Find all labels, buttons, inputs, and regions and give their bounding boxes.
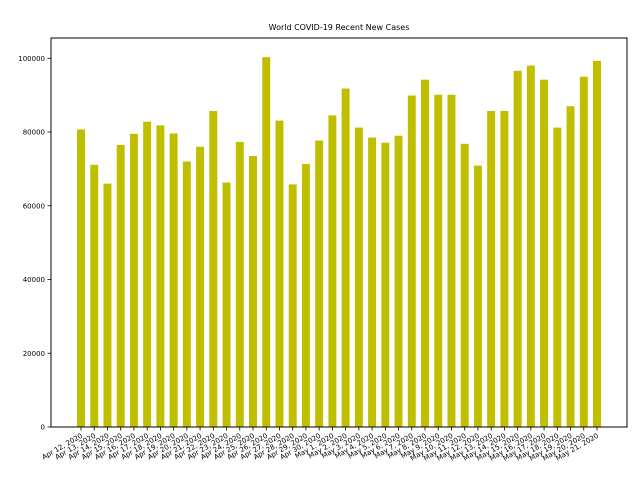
- bar-9: [182, 161, 191, 427]
- y-tick-label-2: 20000: [23, 350, 45, 358]
- bar-17: [288, 184, 297, 427]
- bar-26: [407, 95, 416, 428]
- bar-2: [90, 164, 99, 427]
- bar-34: [513, 70, 522, 427]
- bar-16: [275, 120, 284, 427]
- bar-8: [169, 133, 178, 427]
- bar-37: [553, 127, 562, 427]
- bar-13: [235, 141, 244, 428]
- bar-6: [143, 121, 152, 427]
- y-tick-label-6: 100000: [18, 55, 45, 63]
- y-axis: 0 20000 40000 60000 80000 100000: [18, 55, 51, 432]
- bar-36: [540, 79, 549, 428]
- chart-title: World COVID-19 Recent New Cases: [269, 23, 410, 32]
- bar-10: [196, 146, 205, 427]
- bar-38: [566, 106, 575, 428]
- y-tick-label-3: 40000: [23, 276, 45, 284]
- y-tick-label-4: 60000: [23, 202, 45, 210]
- bar-22: [354, 127, 363, 427]
- bar-11: [209, 111, 218, 427]
- bar-1: [77, 129, 85, 427]
- bar-3: [103, 183, 112, 427]
- bar-30: [460, 143, 469, 427]
- bar-40: [593, 60, 601, 428]
- bar-31: [473, 165, 482, 427]
- bar-24: [381, 142, 390, 427]
- y-tick-label-5: 80000: [23, 129, 45, 137]
- bar-4: [116, 144, 125, 427]
- bar-35: [526, 65, 535, 428]
- bar-20: [328, 115, 337, 428]
- bars-group: [77, 57, 601, 428]
- bar-19: [315, 140, 324, 427]
- bar-28: [434, 94, 443, 427]
- bar-12: [222, 182, 231, 427]
- bar-25: [394, 135, 403, 427]
- plot-frame: [50, 37, 628, 428]
- bar-5: [129, 133, 138, 427]
- bar-18: [301, 164, 310, 427]
- bar-27: [421, 79, 429, 428]
- y-tick-label-1: 0: [41, 424, 45, 432]
- bar-21: [341, 88, 350, 427]
- bar-15: [262, 57, 271, 428]
- bar-23: [368, 137, 377, 428]
- bar-29: [447, 94, 456, 427]
- bar-7: [156, 125, 165, 427]
- bar-39: [579, 76, 588, 427]
- bar-32: [487, 111, 496, 427]
- bar-33: [500, 111, 509, 427]
- bar-14: [249, 155, 257, 428]
